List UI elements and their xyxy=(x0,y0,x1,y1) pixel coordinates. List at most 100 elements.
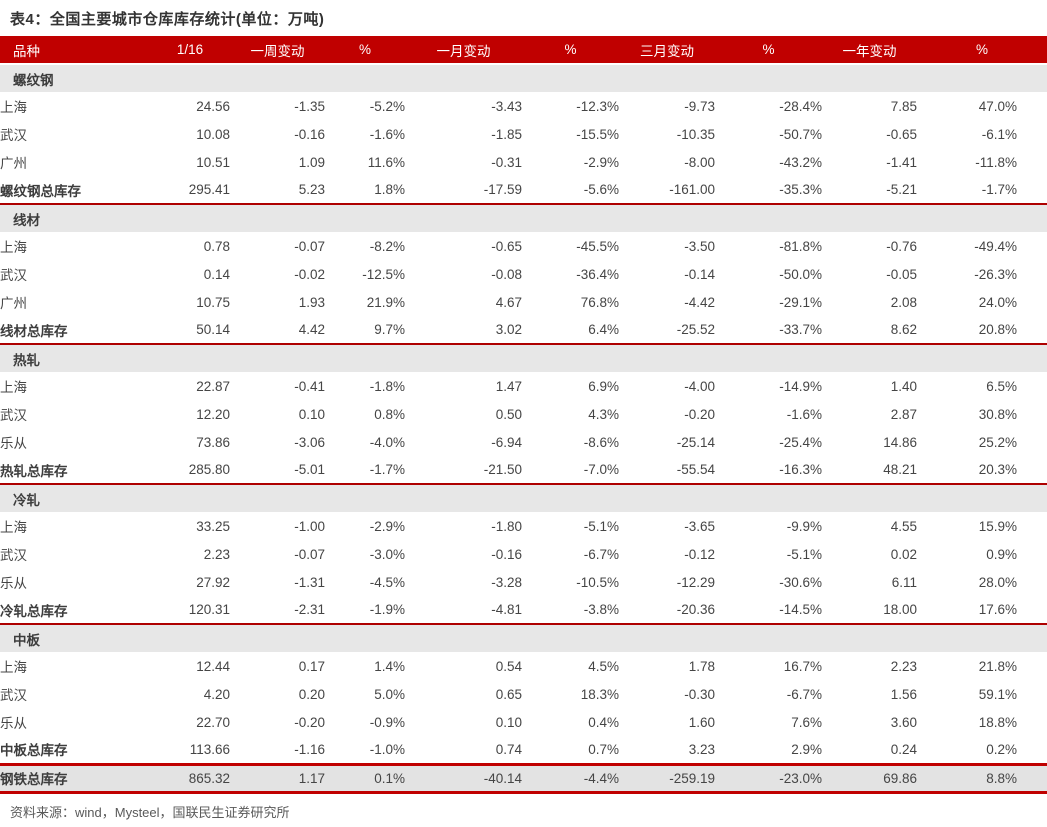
data-cell: -10.35 xyxy=(676,126,715,142)
section-header-row: 螺纹钢 xyxy=(0,64,1047,92)
data-cell: -23.0% xyxy=(715,762,822,794)
data-cell: -28.4% xyxy=(779,98,822,114)
data-cell: -0.65 xyxy=(886,126,917,142)
grand-total-row: 钢铁总库存 865.32 1.17 0.1% -40.14 -4.4% -259.19 -23… xyxy=(0,762,1047,794)
data-cell: 10.75 xyxy=(196,294,230,310)
row-label: 武汉 xyxy=(0,128,27,143)
header-cell: 三月变动 xyxy=(619,36,715,65)
row-label: 上海 xyxy=(0,660,27,675)
data-cell: -6.1% xyxy=(981,126,1017,142)
data-cell: 12.20 xyxy=(196,406,230,422)
row-label: 乐从 xyxy=(0,716,27,731)
data-cell: -1.41 xyxy=(886,154,917,170)
table-row: 上海 0.78 -0.07 -8.2% -0.65 -45.5% -3.50 -81.8% -0… xyxy=(0,232,1047,260)
data-cell: 0.50 xyxy=(495,406,522,422)
source-note: 资料来源：wind，Mysteel，国联民生证券研究所 xyxy=(10,804,290,820)
section-header-row: 线材 xyxy=(0,204,1047,232)
section-name: 热轧 xyxy=(0,344,1047,372)
data-cell: 69.86 xyxy=(822,762,917,794)
data-cell: 295.41 xyxy=(150,176,230,205)
table-row: 武汉 2.23 -0.07 -3.0% -0.16 -6.7% -0.12 -5.1% 0.02… xyxy=(0,540,1047,568)
data-cell: 0.78 xyxy=(203,238,230,254)
data-cell: 48.21 xyxy=(822,456,917,485)
data-cell: 20.3% xyxy=(917,456,1047,485)
data-cell: -0.31 xyxy=(491,154,522,170)
data-cell: 47.0% xyxy=(978,98,1017,114)
header-cell: 品种 xyxy=(0,36,150,65)
row-label: 上海 xyxy=(0,380,27,395)
row-label: 武汉 xyxy=(0,268,27,283)
data-cell: -9.9% xyxy=(786,518,822,534)
data-cell: -1.6% xyxy=(786,406,822,422)
data-cell: 33.25 xyxy=(196,518,230,534)
data-cell: -3.65 xyxy=(684,518,715,534)
section-total-row: 热轧总库存 285.80 -5.01 -1.7% -21.50 -7.0% -55.54 -1… xyxy=(0,456,1047,485)
data-cell: -1.85 xyxy=(491,126,522,142)
data-cell: 73.86 xyxy=(196,434,230,450)
data-cell: -2.9% xyxy=(369,518,405,534)
row-label: 广州 xyxy=(0,156,27,171)
data-cell: -5.2% xyxy=(369,98,405,114)
data-cell: 7.85 xyxy=(890,98,917,114)
data-cell: 22.70 xyxy=(196,714,230,730)
data-cell: 6.5% xyxy=(986,378,1017,394)
table-row: 广州 10.75 1.93 21.9% 4.67 76.8% -4.42 -29.1% 2.08… xyxy=(0,288,1047,316)
data-cell: 120.31 xyxy=(150,596,230,625)
table-row: 武汉 4.20 0.20 5.0% 0.65 18.3% -0.30 -6.7% 1.56 59.… xyxy=(0,680,1047,708)
data-cell: -0.07 xyxy=(294,238,325,254)
row-label: 上海 xyxy=(0,240,27,255)
header-cell: % xyxy=(715,36,822,65)
data-cell: 12.44 xyxy=(196,658,230,674)
data-cell: -0.65 xyxy=(491,238,522,254)
data-cell: 8.8% xyxy=(917,762,1047,794)
section-total-row: 螺纹钢总库存 295.41 5.23 1.8% -17.59 -5.6% -161.00 -3… xyxy=(0,176,1047,205)
section-total-row: 中板总库存 113.66 -1.16 -1.0% 0.74 0.7% 3.23 2.9% 0.2… xyxy=(0,736,1047,765)
data-cell: -161.00 xyxy=(619,176,715,205)
data-cell: 1.17 xyxy=(230,762,325,794)
header-cell: 1/16 xyxy=(150,36,230,65)
header-cell: 一月变动 xyxy=(405,36,522,65)
data-cell: -3.0% xyxy=(369,546,405,562)
data-cell: -14.5% xyxy=(715,596,822,625)
data-cell: -0.16 xyxy=(294,126,325,142)
data-cell: -5.21 xyxy=(822,176,917,205)
table-row: 武汉 0.14 -0.02 -12.5% -0.08 -36.4% -0.14 -50.0% -… xyxy=(0,260,1047,288)
data-cell: 865.32 xyxy=(150,762,230,794)
data-cell: -0.30 xyxy=(684,686,715,702)
data-cell: -3.8% xyxy=(522,596,619,625)
data-cell: -49.4% xyxy=(974,238,1017,254)
data-cell: -55.54 xyxy=(619,456,715,485)
data-cell: -16.3% xyxy=(715,456,822,485)
table-row: 上海 24.56 -1.35 -5.2% -3.43 -12.3% -9.73 -28.4% 7… xyxy=(0,92,1047,120)
data-cell: 30.8% xyxy=(978,406,1017,422)
data-cell: -45.5% xyxy=(576,238,619,254)
data-cell: -25.4% xyxy=(779,434,822,450)
data-cell: 25.2% xyxy=(978,434,1017,450)
data-cell: -1.8% xyxy=(369,378,405,394)
data-cell: 0.10 xyxy=(298,406,325,422)
row-label: 乐从 xyxy=(0,436,27,451)
data-cell: -0.14 xyxy=(684,266,715,282)
data-cell: -17.59 xyxy=(405,176,522,205)
data-cell: -3.50 xyxy=(684,238,715,254)
row-label: 上海 xyxy=(0,520,27,535)
data-cell: 4.42 xyxy=(230,316,325,345)
data-cell: -1.9% xyxy=(325,596,405,625)
data-cell: 18.3% xyxy=(580,686,619,702)
data-cell: 11.6% xyxy=(367,154,405,170)
data-cell: -0.20 xyxy=(684,406,715,422)
data-cell: -36.4% xyxy=(576,266,619,282)
table-row: 乐从 22.70 -0.20 -0.9% 0.10 0.4% 1.60 7.6% 3.60 18.… xyxy=(0,708,1047,736)
data-cell: -4.5% xyxy=(369,574,405,590)
section-name: 冷轧 xyxy=(0,484,1047,512)
data-cell: -15.5% xyxy=(576,126,619,142)
row-label: 武汉 xyxy=(0,688,27,703)
data-cell: 2.9% xyxy=(715,736,822,765)
section-header-row: 中板 xyxy=(0,624,1047,652)
section-name: 中板 xyxy=(0,624,1047,652)
data-cell: -0.9% xyxy=(369,714,405,730)
data-cell: -1.80 xyxy=(491,518,522,534)
data-cell: 50.14 xyxy=(150,316,230,345)
data-cell: 2.23 xyxy=(203,546,230,562)
